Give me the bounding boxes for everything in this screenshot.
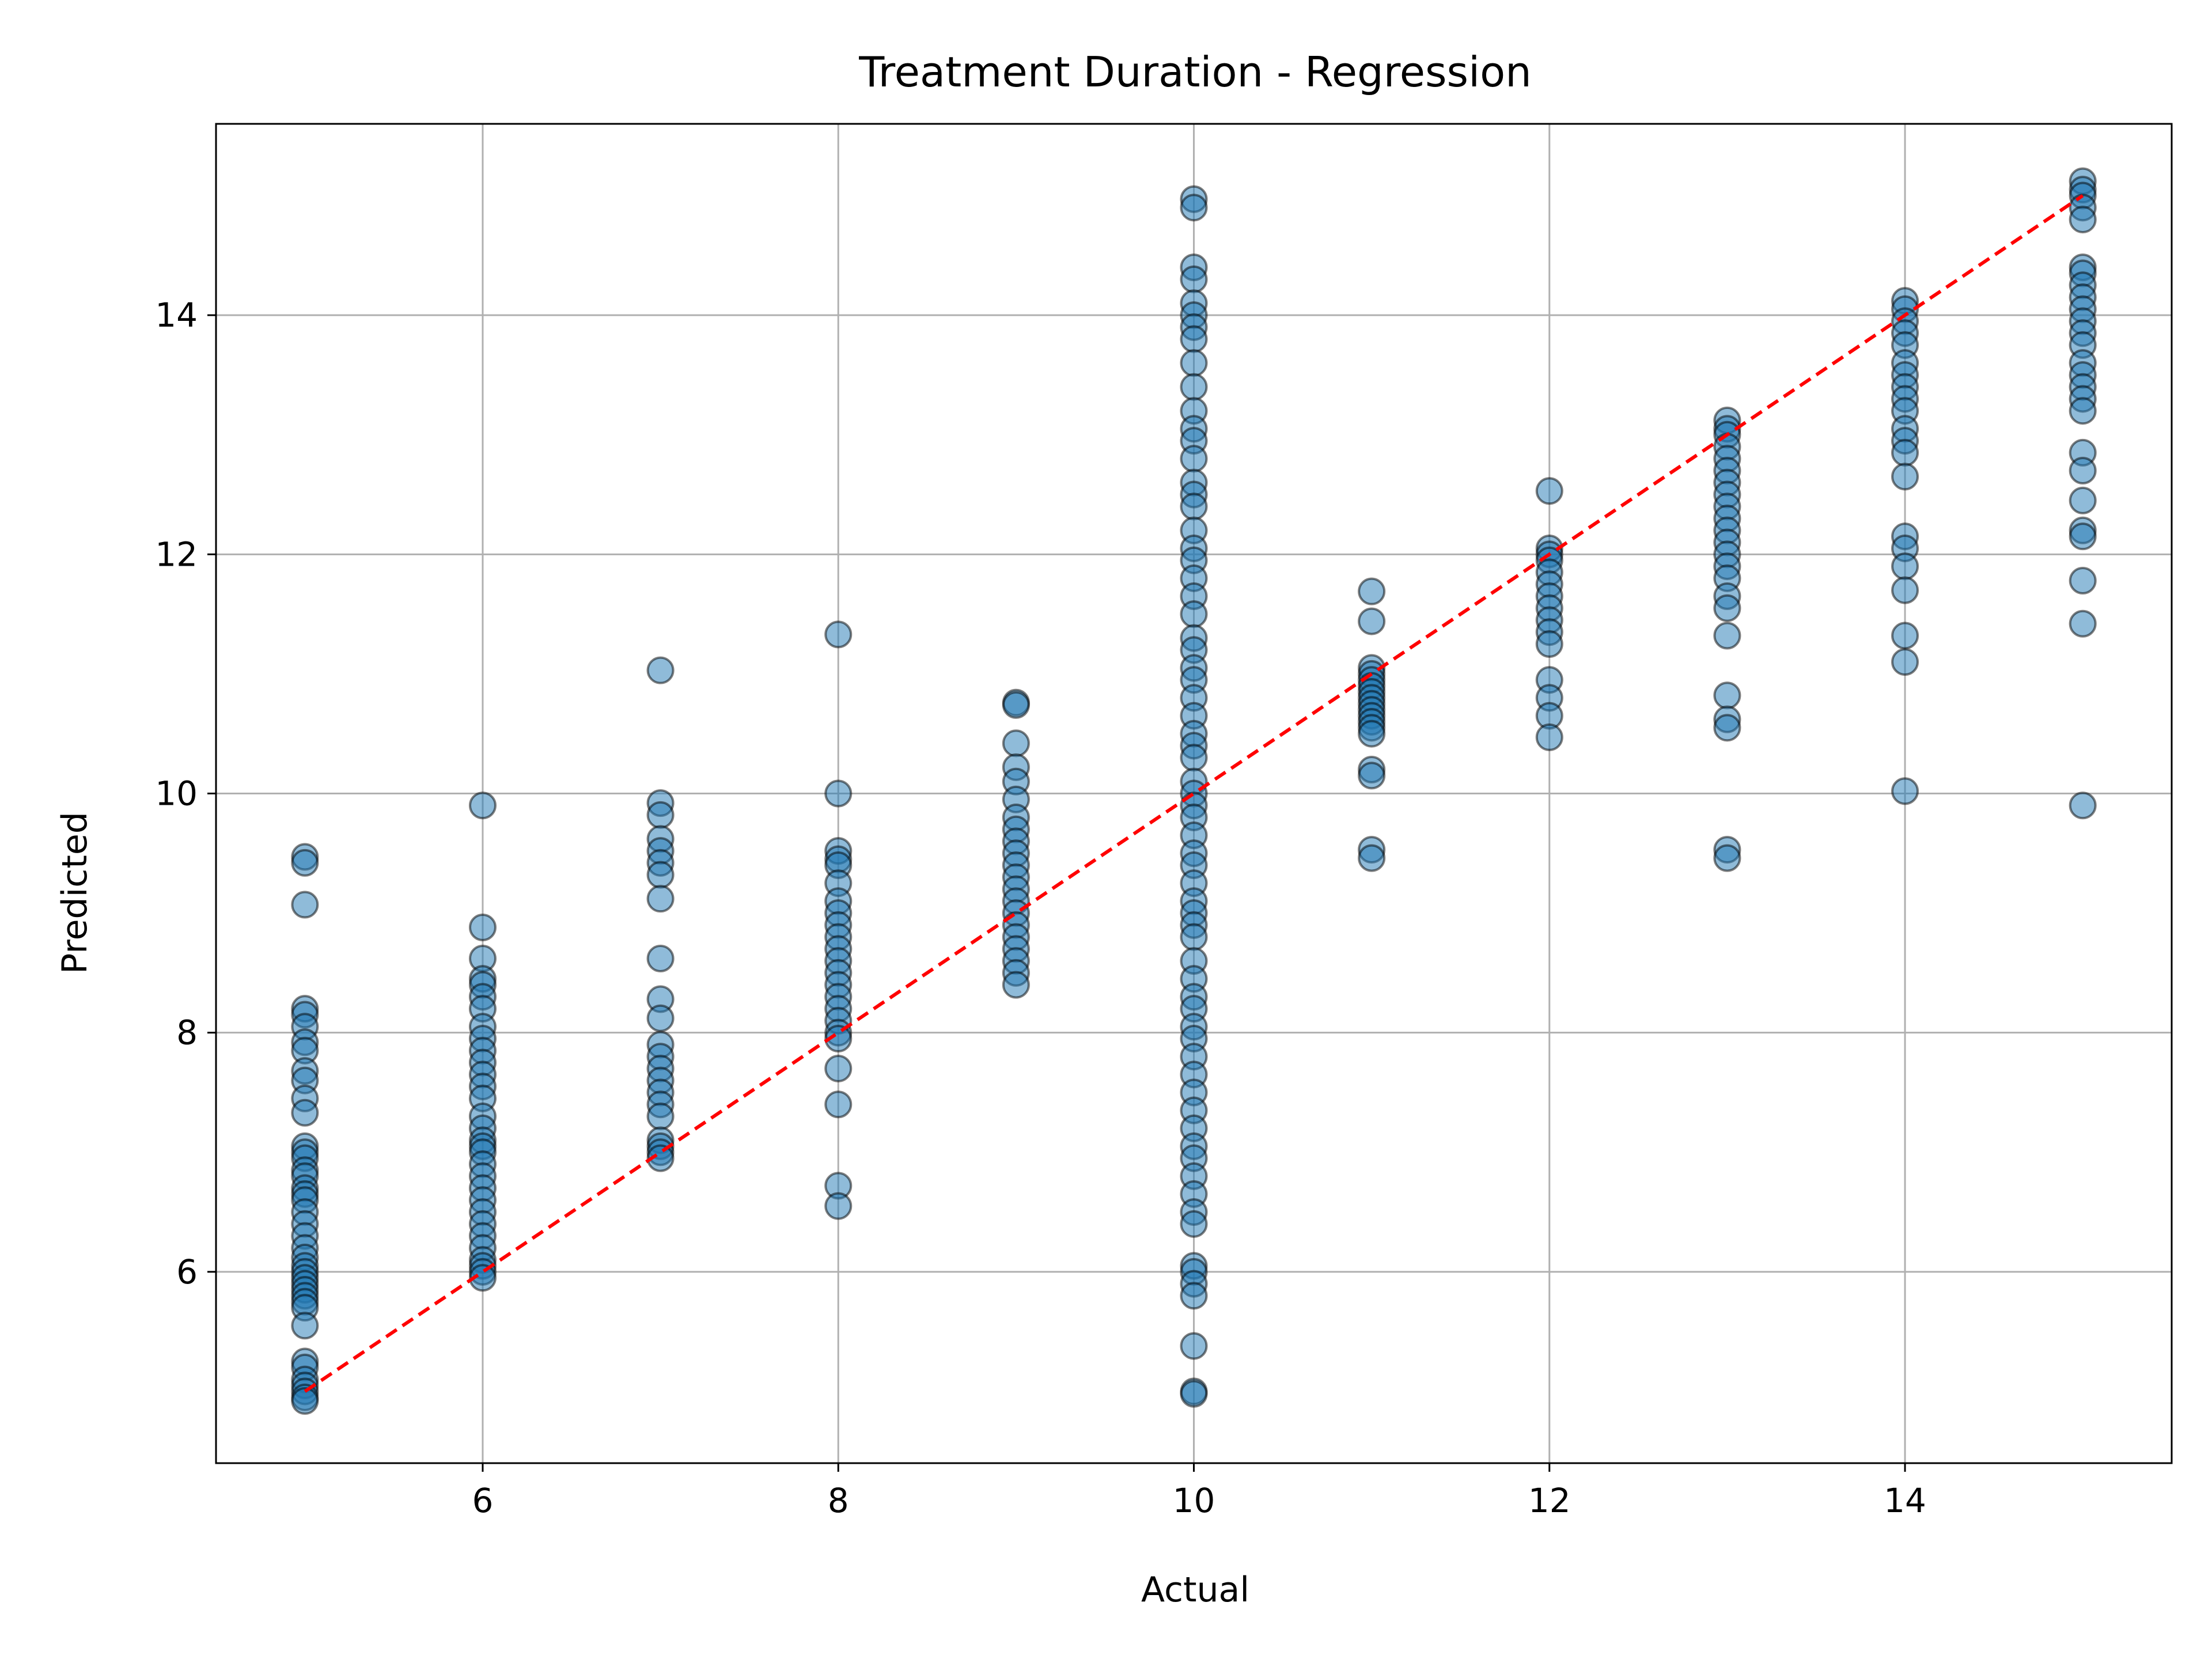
data-point	[646, 885, 675, 913]
data-point	[1180, 194, 1208, 222]
data-point	[1180, 265, 1208, 293]
data-point	[1180, 923, 1208, 951]
data-point	[2069, 566, 2097, 594]
data-points	[291, 167, 2097, 1415]
data-point	[1180, 445, 1208, 473]
data-point	[2069, 397, 2097, 425]
data-point	[1002, 971, 1030, 999]
data-point	[646, 1102, 675, 1130]
data-point	[1891, 622, 1919, 650]
data-point	[1713, 594, 1741, 622]
data-point	[291, 1387, 319, 1415]
data-point	[1713, 714, 1741, 742]
data-point	[646, 656, 675, 684]
y-tick-label: 14	[155, 296, 198, 335]
data-point	[1180, 373, 1208, 401]
data-point	[646, 801, 675, 829]
data-point	[291, 891, 319, 919]
data-point	[646, 861, 675, 889]
data-point	[291, 1312, 319, 1340]
data-point	[1891, 463, 1919, 491]
data-point	[824, 1054, 853, 1082]
data-point	[1891, 438, 1919, 467]
y-tick-label: 8	[176, 1013, 198, 1052]
data-point	[1358, 844, 1386, 872]
data-point	[2069, 522, 2097, 551]
data-point	[1358, 719, 1386, 748]
data-point	[1180, 1210, 1208, 1238]
data-point	[1358, 577, 1386, 605]
y-tick-label: 10	[155, 774, 198, 813]
axis-ticks: 6 8 10 12 14 6 8 10 12 14	[155, 296, 1926, 1520]
data-point	[1180, 1332, 1208, 1360]
reference-line-group	[304, 194, 2084, 1393]
data-point	[1180, 1380, 1208, 1408]
data-point	[824, 1090, 853, 1119]
data-point	[1535, 723, 1563, 751]
data-point	[1002, 729, 1030, 757]
data-point	[1891, 777, 1919, 805]
data-point	[824, 1025, 853, 1053]
data-point	[2069, 791, 2097, 820]
data-point	[1002, 691, 1030, 719]
data-point	[1180, 493, 1208, 521]
data-point	[1180, 1282, 1208, 1310]
data-point	[1713, 681, 1741, 710]
y-tick-label: 12	[155, 535, 198, 574]
data-point	[824, 1192, 853, 1220]
data-point	[1535, 477, 1563, 505]
y-axis-label: Predicted	[55, 812, 95, 974]
data-point	[1891, 552, 1919, 581]
data-point	[824, 779, 853, 808]
data-point	[468, 791, 497, 820]
data-point	[2069, 609, 2097, 638]
data-point	[646, 1144, 675, 1172]
chart-title: Treatment Duration - Regression	[858, 48, 1532, 96]
data-point	[1713, 622, 1741, 650]
data-point	[468, 914, 497, 941]
y-tick-label: 6	[176, 1252, 198, 1291]
data-point	[1180, 600, 1208, 628]
data-point	[1891, 648, 1919, 676]
data-point	[824, 620, 853, 649]
x-tick-label: 10	[1173, 1481, 1215, 1520]
x-tick-label: 6	[472, 1481, 494, 1520]
data-point	[2069, 457, 2097, 485]
data-point	[2069, 206, 2097, 234]
data-point	[1713, 844, 1741, 872]
reference-line	[304, 194, 2084, 1393]
x-tick-label: 12	[1528, 1481, 1571, 1520]
x-axis-label: Actual	[1141, 1570, 1249, 1610]
data-point	[1180, 325, 1208, 353]
data-point	[1180, 349, 1208, 377]
data-point	[1358, 607, 1386, 635]
data-point	[1180, 744, 1208, 772]
data-point	[2069, 486, 2097, 514]
data-point	[646, 1004, 675, 1032]
x-tick-label: 8	[828, 1481, 849, 1520]
data-point	[468, 1264, 497, 1292]
data-point	[646, 944, 675, 972]
data-point	[291, 1099, 319, 1127]
data-point	[291, 849, 319, 877]
data-point	[1358, 762, 1386, 790]
data-point	[1891, 576, 1919, 604]
x-tick-label: 14	[1884, 1481, 1926, 1520]
data-point	[1535, 630, 1563, 658]
